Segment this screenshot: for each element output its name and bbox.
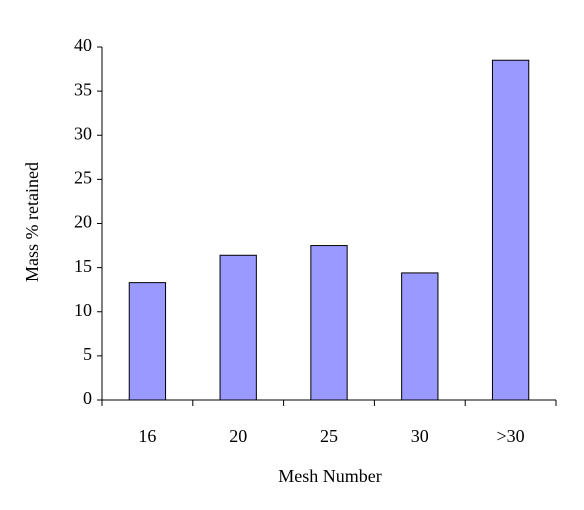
x-axis-title: Mesh Number bbox=[278, 466, 381, 486]
y-tick-label: 30 bbox=[74, 123, 92, 143]
bar bbox=[310, 245, 348, 401]
bar bbox=[219, 254, 257, 401]
x-tick-label: 16 bbox=[138, 426, 156, 446]
bar bbox=[491, 59, 530, 401]
y-tick-label: 35 bbox=[74, 79, 92, 99]
y-tick-label: 5 bbox=[83, 344, 92, 364]
y-tick-label: 20 bbox=[74, 212, 92, 232]
y-tick-label: 10 bbox=[74, 300, 92, 320]
x-tick-label: 20 bbox=[229, 426, 247, 446]
y-axis-title: Mass % retained bbox=[22, 162, 42, 282]
bar bbox=[128, 282, 167, 401]
x-tick-label: >30 bbox=[497, 426, 525, 446]
x-tick-label: 30 bbox=[411, 426, 429, 446]
bar bbox=[401, 272, 439, 401]
y-tick-label: 40 bbox=[74, 35, 92, 55]
y-tick-label: 0 bbox=[83, 388, 92, 408]
y-tick-label: 15 bbox=[74, 256, 92, 276]
y-tick-label: 25 bbox=[74, 168, 92, 188]
x-tick-label: 25 bbox=[320, 426, 338, 446]
